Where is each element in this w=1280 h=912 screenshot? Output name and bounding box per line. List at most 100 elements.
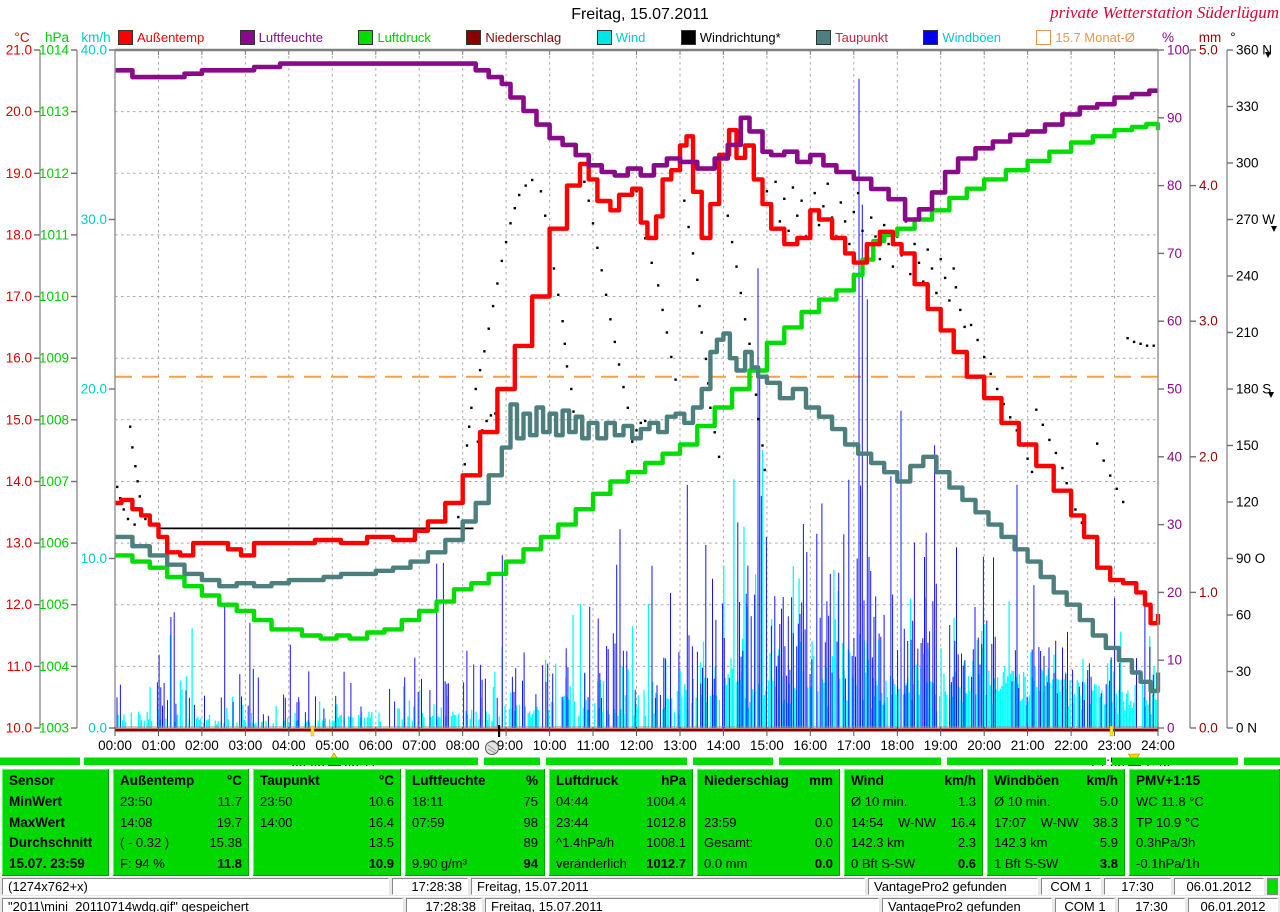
series-Luftdruck xyxy=(115,121,1161,641)
svg-text:270 W: 270 W xyxy=(1236,212,1275,227)
svg-text:360 N: 360 N xyxy=(1236,43,1272,58)
status-cell-device: VantagePro2 gefunden xyxy=(882,898,1052,912)
svg-text:1006: 1006 xyxy=(39,536,69,551)
row-label: MaxWert xyxy=(9,814,66,830)
svg-text:km/h: km/h xyxy=(81,30,110,45)
status-cell-device: VantagePro2 gefunden xyxy=(868,878,1038,895)
status-cell-date: Freitag, 15.07.2011 xyxy=(485,898,879,912)
series-Windböen xyxy=(116,78,1154,728)
svg-text:60: 60 xyxy=(1236,608,1251,623)
svg-text:90: 90 xyxy=(1167,110,1182,125)
table-row: TP 10.9 °C xyxy=(1136,814,1200,830)
monatsmittel-swatch-icon xyxy=(1036,30,1052,45)
table-row: 14:08 19.7 xyxy=(120,814,242,830)
table-row: 9.90 g/m³ 94 xyxy=(412,856,538,871)
table-row: veränderlich 1012.7 xyxy=(556,856,686,871)
status-bar-2: "2011\mini_20110714wdg.gif" gespeichert 1… xyxy=(0,897,1280,912)
table-row: Gesamt: 0.0 xyxy=(704,835,833,851)
svg-text:300: 300 xyxy=(1236,156,1259,171)
legend-item-monatsmittel: 15.7 Monat-Ø xyxy=(1036,30,1135,45)
svg-text:13:00: 13:00 xyxy=(663,738,697,753)
table-column-PMV+1:15: PMV+1:15 WC 11.8 °C TP 10.9 °C 0.3hPa/3h -0.… xyxy=(1129,769,1280,876)
svg-text:16.0: 16.0 xyxy=(6,351,32,366)
legend-item-label: Niederschlag xyxy=(485,30,562,45)
svg-text:14:00: 14:00 xyxy=(707,738,741,753)
svg-text:23:00: 23:00 xyxy=(1098,738,1132,753)
legend-item-label: Außentemp xyxy=(137,30,205,45)
svg-text:120: 120 xyxy=(1236,495,1259,510)
svg-text:15.0: 15.0 xyxy=(6,412,32,427)
svg-text:1003: 1003 xyxy=(39,721,69,736)
series-Luftfeuchte xyxy=(115,61,1158,222)
svg-text:90 O: 90 O xyxy=(1236,551,1265,566)
svg-text:21:00: 21:00 xyxy=(1011,738,1045,753)
legend-item-label: Windrichtung* xyxy=(699,30,781,45)
table-row: 89 xyxy=(523,835,538,851)
svg-text:1009: 1009 xyxy=(39,351,69,366)
svg-text:60: 60 xyxy=(1167,314,1182,329)
table-row: 23:44 1012.8 xyxy=(556,814,686,830)
svg-text:02:00: 02:00 xyxy=(185,738,219,753)
svg-text:20.0: 20.0 xyxy=(81,382,107,397)
table-row: 07:59 98 xyxy=(412,814,538,830)
chart-legend: Außentemp Luftfeuchte Luftdruck Niederschla… xyxy=(118,29,1135,46)
table-row: 0.0 mm 0.0 xyxy=(704,856,833,871)
svg-text:10.0: 10.0 xyxy=(81,551,107,566)
svg-text:0 N: 0 N xyxy=(1236,721,1257,736)
svg-text:210: 210 xyxy=(1236,325,1259,340)
legend-item-windboeen: Windböen xyxy=(923,30,1001,45)
row-label: 15.07. 23:59 xyxy=(9,856,85,871)
table-column-Windböen: Windböen km/h Ø 10 min. 5.0 17:07 W-NW 38.3 142… xyxy=(987,769,1125,876)
svg-text:1004: 1004 xyxy=(39,659,70,674)
row-label: MinWert xyxy=(9,793,62,809)
svg-text:4.0: 4.0 xyxy=(1199,178,1218,193)
svg-text:06:00: 06:00 xyxy=(359,738,393,753)
table-column-Luftfeuchte: Luftfeuchte% 18:11 75 07:59 98 89 9.90 g/m³ 94 xyxy=(405,769,545,876)
legend-item-niederschlag: Niederschlag xyxy=(466,30,561,45)
svg-text:50: 50 xyxy=(1167,382,1182,397)
svg-text:30: 30 xyxy=(1236,664,1251,679)
table-column-Niederschlag: Niederschlag mm 23:59 0.0 Gesamt: 0.0 0.0 mm 0.… xyxy=(697,769,840,876)
column-header: PMV+1:15 xyxy=(1136,773,1201,788)
status-cell-time: 17:28:38 xyxy=(392,878,468,895)
table-row: 23:50 10.6 xyxy=(260,793,394,809)
column-header: Windböen km/h xyxy=(994,773,1118,788)
legend-item-taupunkt: Taupunkt xyxy=(816,30,888,45)
svg-text:40: 40 xyxy=(1167,449,1182,464)
svg-text:0.0: 0.0 xyxy=(88,721,107,736)
legend-item-wind: Wind xyxy=(596,30,645,45)
table-row: 17:07 W-NW 38.3 xyxy=(994,814,1118,830)
table-column-Luftdruck: Luftdruck hPa 04:44 1004.4 23:44 1012.8 ^1.4hP… xyxy=(549,769,693,876)
svg-text:21.0: 21.0 xyxy=(6,43,32,58)
svg-text:hPa: hPa xyxy=(45,30,70,45)
table-row: 142.3 km 5.9 xyxy=(994,835,1118,851)
luftdruck-swatch-icon xyxy=(358,30,374,45)
svg-text:2.0: 2.0 xyxy=(1199,449,1218,464)
svg-text:0: 0 xyxy=(1167,721,1175,736)
aussentemp-swatch-icon xyxy=(118,30,133,45)
row-label: Durchschnitt xyxy=(9,835,93,851)
svg-text:1011: 1011 xyxy=(40,227,69,242)
table-row: 142.3 km 2.3 xyxy=(851,835,976,851)
svg-text:21:53: 21:53 xyxy=(1091,755,1125,766)
svg-text:5.0: 5.0 xyxy=(1199,43,1218,58)
svg-text:22:00: 22:00 xyxy=(1054,738,1088,753)
svg-text:10.0: 10.0 xyxy=(6,721,32,736)
status-cell-date: Freitag, 15.07.2011 xyxy=(471,878,865,895)
svg-text:1005: 1005 xyxy=(39,597,69,612)
table-column-sensor: Sensor MinWert MaxWert Durchschnitt 15.07. 2… xyxy=(2,769,109,876)
svg-text:20: 20 xyxy=(1167,585,1182,600)
status-cell-date2: 06.01.2012 xyxy=(1188,898,1278,912)
svg-text:240: 240 xyxy=(1236,269,1259,284)
table-column-Außentemp: Außentemp °C 23:50 11.7 14:08 19.7 ( - 0.32 ) 1… xyxy=(113,769,249,876)
svg-text:18.0: 18.0 xyxy=(6,227,32,242)
sunrise-tick xyxy=(310,725,315,737)
status-cell-message: (1274x762+x) xyxy=(2,878,389,895)
status-cell-time: 17:28:38 xyxy=(406,898,482,912)
svg-text:12:00: 12:00 xyxy=(620,738,654,753)
svg-text:70: 70 xyxy=(1167,246,1182,261)
svg-text:10:00: 10:00 xyxy=(533,738,567,753)
legend-item-luftfeuchte: Luftfeuchte xyxy=(239,30,323,45)
column-header: Taupunkt °C xyxy=(260,773,394,788)
legend-item-label: Luftfeuchte xyxy=(258,30,323,45)
